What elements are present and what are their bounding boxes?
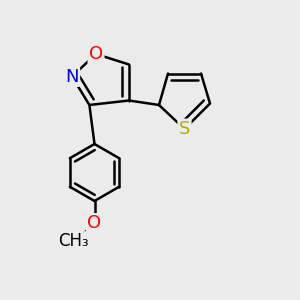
Text: S: S (179, 120, 190, 138)
Text: O: O (89, 45, 103, 63)
Text: O: O (87, 214, 102, 232)
Text: CH₃: CH₃ (58, 232, 89, 250)
Text: N: N (65, 68, 79, 85)
